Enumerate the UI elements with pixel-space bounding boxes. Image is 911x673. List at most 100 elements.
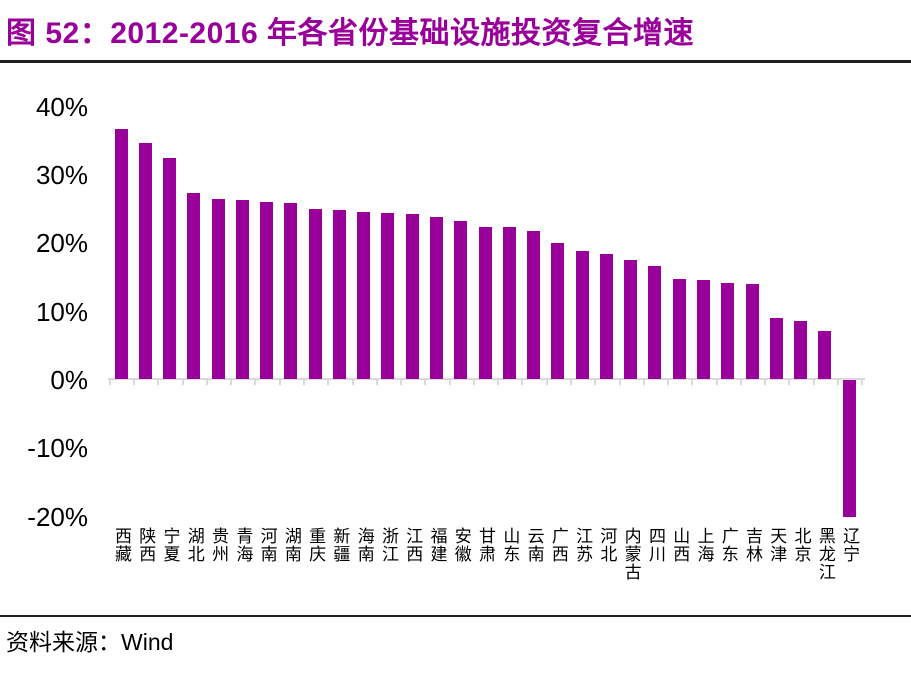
bar-贵州 bbox=[211, 198, 225, 379]
source-line: 资料来源：Wind bbox=[6, 623, 173, 657]
x-axis-label: 云南 bbox=[524, 527, 544, 563]
bar-广西 bbox=[551, 243, 565, 379]
x-axis-tick bbox=[327, 380, 330, 385]
x-axis-label: 四川 bbox=[645, 527, 665, 563]
bar-山东 bbox=[502, 227, 516, 379]
x-axis-label: 青海 bbox=[233, 527, 253, 563]
x-axis-label: 海南 bbox=[354, 527, 374, 563]
x-axis-label: 天津 bbox=[767, 527, 787, 563]
x-axis-tick bbox=[788, 380, 791, 385]
y-axis-label: 10% bbox=[35, 296, 88, 327]
figure-title: 图 52：2012-2016 年各省份基础设施投资复合增速 bbox=[6, 17, 695, 50]
x-axis-tick bbox=[472, 380, 475, 385]
x-axis-label: 辽宁 bbox=[840, 527, 860, 563]
bar-黑龙江 bbox=[818, 331, 832, 379]
x-axis-label: 黑龙江 bbox=[815, 527, 835, 581]
x-axis-label: 甘肃 bbox=[476, 527, 496, 563]
x-axis-label: 陕西 bbox=[136, 527, 156, 563]
x-axis-tick bbox=[375, 380, 378, 385]
bar-河南 bbox=[260, 202, 274, 379]
x-axis-tick bbox=[764, 380, 767, 385]
bar-青海 bbox=[235, 200, 249, 379]
bar-重庆 bbox=[308, 208, 322, 379]
bar-河北 bbox=[599, 254, 613, 379]
source-name: Wind bbox=[121, 629, 174, 655]
source-divider bbox=[0, 615, 911, 617]
x-axis-tick bbox=[618, 380, 621, 385]
bar-四川 bbox=[648, 265, 662, 379]
bar-海南 bbox=[357, 211, 371, 379]
x-axis-tick bbox=[861, 380, 864, 385]
x-axis-tick bbox=[303, 380, 306, 385]
x-axis-tick bbox=[812, 380, 815, 385]
x-axis-label: 安徽 bbox=[451, 527, 471, 563]
x-axis-tick bbox=[545, 380, 548, 385]
x-axis-tick bbox=[254, 380, 257, 385]
x-axis-tick bbox=[691, 380, 694, 385]
bar-吉林 bbox=[745, 284, 759, 379]
bar-广东 bbox=[721, 282, 735, 379]
x-axis-label: 新疆 bbox=[330, 527, 350, 563]
x-axis-label: 北京 bbox=[791, 527, 811, 563]
x-axis-tick bbox=[667, 380, 670, 385]
x-axis-tick bbox=[133, 380, 136, 385]
x-axis-tick bbox=[181, 380, 184, 385]
x-axis-tick bbox=[836, 380, 839, 385]
bar-辽宁 bbox=[842, 380, 856, 517]
x-axis-label: 广东 bbox=[718, 527, 738, 563]
bar-新疆 bbox=[332, 210, 346, 379]
y-axis-label: -20% bbox=[27, 501, 88, 532]
x-axis-label: 西藏 bbox=[112, 527, 131, 563]
y-axis-label: 20% bbox=[35, 228, 88, 259]
y-axis-label: 0% bbox=[50, 365, 88, 395]
x-axis-label: 山东 bbox=[500, 527, 520, 563]
x-axis-tick bbox=[205, 380, 208, 385]
x-axis-label: 上海 bbox=[694, 527, 714, 563]
y-axis-label: 40% bbox=[35, 91, 88, 122]
x-axis-tick bbox=[230, 380, 233, 385]
bar-chart: 40% 30% 20% 10% 0% -10% -20% 西藏 陕西 宁夏 湖北 贵州 青海 河南 湖南重… bbox=[27, 91, 865, 581]
bar-西藏 bbox=[114, 129, 128, 379]
x-axis-tick bbox=[157, 380, 160, 385]
title-divider bbox=[0, 60, 911, 63]
y-axis-label: -10% bbox=[27, 433, 88, 464]
x-axis-label: 福建 bbox=[427, 527, 447, 563]
bar-浙江 bbox=[381, 213, 395, 379]
x-axis-label: 河北 bbox=[597, 527, 617, 563]
x-axis-tick bbox=[424, 380, 427, 385]
bar-北京 bbox=[794, 320, 808, 379]
y-axis-label: 30% bbox=[35, 160, 88, 191]
x-axis-label: 重庆 bbox=[306, 527, 326, 563]
bar-云南 bbox=[527, 231, 541, 379]
x-axis-label: 湖北 bbox=[184, 527, 204, 563]
x-axis-label: 山西 bbox=[670, 527, 690, 563]
x-axis-label: 宁夏 bbox=[160, 527, 180, 563]
x-axis-tick bbox=[108, 380, 111, 385]
bar-福建 bbox=[430, 217, 443, 379]
x-axis-tick bbox=[278, 380, 281, 385]
x-axis-label: 江苏 bbox=[573, 527, 593, 563]
bar-湖北 bbox=[187, 193, 201, 379]
x-axis-tick bbox=[739, 380, 742, 385]
x-axis-label: 河南 bbox=[257, 527, 277, 563]
x-axis-label: 贵州 bbox=[209, 527, 229, 563]
x-axis-tick bbox=[448, 380, 451, 385]
x-axis-tick bbox=[497, 380, 500, 385]
x-axis-baseline bbox=[108, 378, 865, 380]
x-axis-label: 吉林 bbox=[743, 527, 763, 563]
x-axis-tick bbox=[351, 380, 354, 385]
x-axis-label: 广西 bbox=[548, 527, 568, 563]
x-axis-tick bbox=[569, 380, 572, 385]
bar-陕西 bbox=[138, 143, 152, 379]
bar-甘肃 bbox=[478, 226, 492, 379]
bar-山西 bbox=[672, 278, 686, 379]
x-axis-label: 江西 bbox=[403, 527, 423, 563]
bar-安徽 bbox=[454, 220, 468, 379]
x-axis-tick bbox=[715, 380, 718, 385]
bar-内蒙古 bbox=[624, 260, 638, 379]
x-axis-label: 浙江 bbox=[378, 527, 398, 563]
bar-天津 bbox=[769, 318, 783, 379]
x-axis-tick bbox=[642, 380, 645, 385]
bar-宁夏 bbox=[163, 157, 177, 379]
